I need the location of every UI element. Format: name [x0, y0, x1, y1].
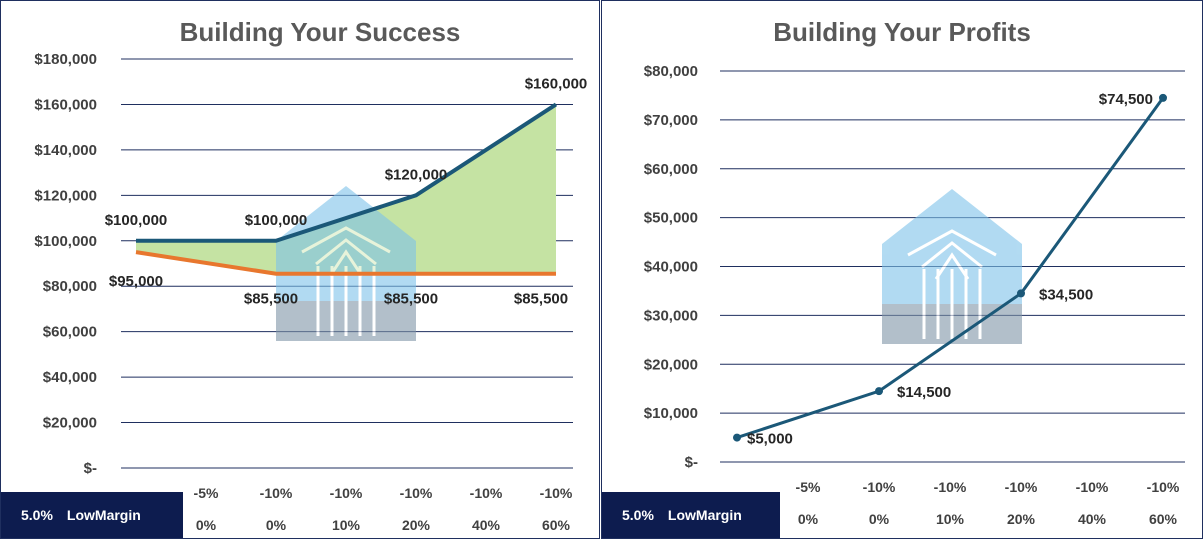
x-tick-label-top: -10%	[1147, 479, 1180, 495]
x-tick-label-bottom: 0%	[798, 511, 819, 527]
x-tick-label-top: -10%	[1005, 479, 1038, 495]
data-label: $14,500	[897, 384, 951, 401]
x-tick-label-top: -5%	[796, 479, 821, 495]
x-tick-label-bottom: 0%	[869, 511, 890, 527]
data-point	[875, 387, 883, 396]
data-label: $74,500	[1099, 91, 1153, 108]
y-tick-label: $160,000	[34, 96, 97, 113]
margin-label: LowMargin	[667, 507, 742, 523]
series-line-success	[136, 102, 558, 243]
margin-badge-right: 5.0% LowMargin	[602, 492, 780, 538]
x-tick-label-top: -10%	[863, 479, 896, 495]
y-tick-label: $20,000	[644, 356, 698, 373]
success-chart-panel: Building Your Success $180,000 $160,000 $14…	[0, 0, 600, 539]
x-tick-label-bottom: 20%	[402, 517, 431, 533]
x-tick-label-bottom: 60%	[1149, 511, 1178, 527]
data-point	[733, 433, 741, 442]
data-point	[1017, 289, 1025, 298]
x-tick-label-top: -10%	[470, 485, 503, 501]
x-tick-label-bottom: 0%	[266, 517, 287, 533]
y-tick-label: $60,000	[644, 161, 698, 178]
data-label: $95,000	[109, 273, 163, 290]
margin-rate: 5.0%	[622, 507, 654, 523]
x-tick-label-top: -10%	[330, 485, 363, 501]
data-label: $100,000	[105, 212, 168, 229]
margin-label: LowMargin	[66, 507, 141, 523]
y-tick-label: $-	[84, 460, 97, 477]
data-label: $85,500	[244, 291, 298, 308]
profits-chart: Building Your Profits $80,000 $70,000 $60,0…	[644, 17, 1185, 527]
data-label: $160,000	[525, 75, 588, 92]
x-tick-label-bottom: 0%	[196, 517, 217, 533]
y-tick-label: $30,000	[644, 307, 698, 324]
x-tick-label-bottom: 60%	[542, 517, 571, 533]
series-line-profit	[736, 96, 1165, 439]
x-tick-label-top: -5%	[194, 485, 219, 501]
y-tick-label: $80,000	[43, 278, 97, 295]
x-tick-label-bottom: 10%	[936, 511, 965, 527]
growth-area-fill	[136, 104, 556, 274]
y-tick-label: $40,000	[644, 259, 698, 276]
data-label: $120,000	[385, 166, 448, 183]
data-label: $5,000	[747, 431, 793, 448]
x-tick-label-top: -10%	[260, 485, 293, 501]
y-tick-label: $70,000	[644, 112, 698, 129]
x-tick-label-bottom: 10%	[332, 517, 361, 533]
y-tick-label: $100,000	[34, 233, 97, 250]
data-label: $85,500	[384, 291, 438, 308]
house-watermark-icon	[276, 186, 416, 341]
chart-title: Building Your Profits	[773, 17, 1031, 47]
y-tick-label: $120,000	[34, 187, 97, 204]
margin-badge-left: 5.0% LowMargin	[1, 492, 183, 538]
y-tick-label: $140,000	[34, 142, 97, 159]
y-tick-label: $20,000	[43, 415, 97, 432]
data-label: $100,000	[245, 212, 308, 229]
chart-title: Building Your Success	[180, 17, 461, 47]
data-label: $34,500	[1039, 286, 1093, 303]
x-tick-label-bottom: 20%	[1007, 511, 1036, 527]
house-watermark-icon	[882, 189, 1022, 344]
x-tick-label-top: -10%	[400, 485, 433, 501]
profits-chart-panel: Building Your Profits $80,000 $70,000 $60,0…	[601, 0, 1203, 539]
x-tick-label-top: -10%	[1076, 479, 1109, 495]
data-point	[1159, 93, 1167, 102]
x-tick-label-bottom: 40%	[472, 517, 501, 533]
x-tick-label-top: -10%	[934, 479, 967, 495]
y-tick-label: $80,000	[644, 63, 698, 80]
x-tick-label-bottom: 40%	[1078, 511, 1107, 527]
data-label: $85,500	[514, 291, 568, 308]
x-tick-label-top: -10%	[540, 485, 573, 501]
margin-rate: 5.0%	[21, 507, 53, 523]
series-line-baseline	[135, 250, 556, 276]
y-tick-label: $10,000	[644, 405, 698, 422]
y-tick-label: $40,000	[43, 369, 97, 386]
y-tick-label: $60,000	[43, 324, 97, 341]
y-tick-label: $180,000	[34, 51, 97, 68]
success-chart: Building Your Success $180,000 $160,000 $14…	[34, 17, 588, 533]
y-tick-label: $50,000	[644, 210, 698, 227]
y-tick-label: $-	[685, 454, 698, 471]
